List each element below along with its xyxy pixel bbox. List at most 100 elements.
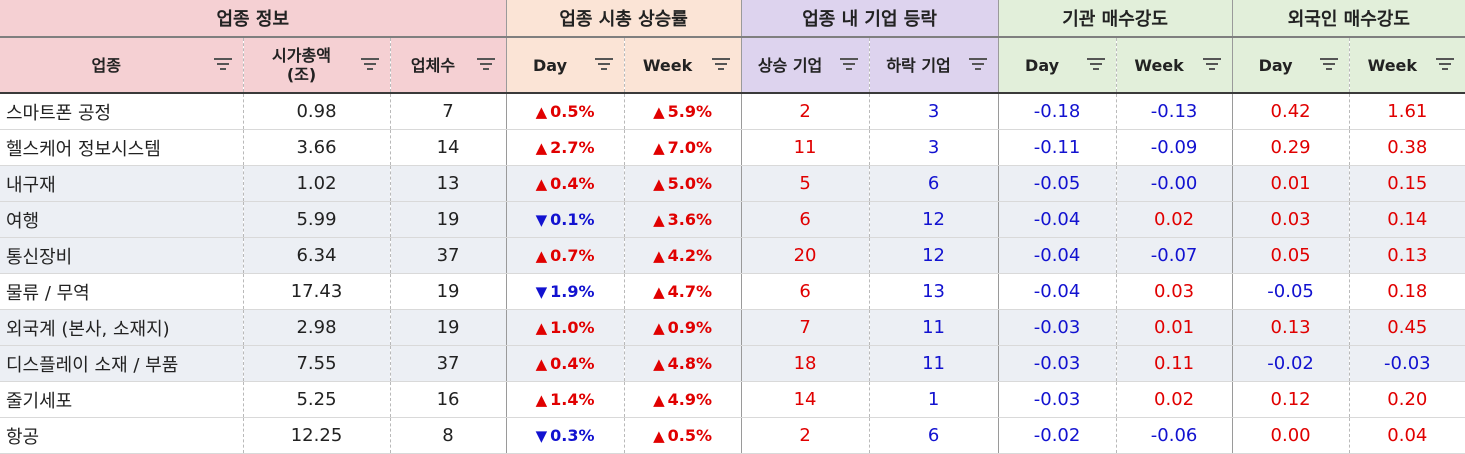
cap-day-cell: ▲ 1.4% (506, 381, 625, 418)
cap-week-cell-value: 7.0% (667, 138, 712, 157)
cap-week-cell: ▲ 3.6% (624, 201, 742, 238)
cap-week-cell: ▲ 5.0% (624, 165, 742, 202)
company-count-cell: 19 (390, 201, 507, 238)
cap-day-cell: ▲ 0.7% (506, 237, 625, 274)
inst-week-cell: 0.01 (1116, 309, 1233, 346)
cap-day-cell: ▲ 1.0% (506, 309, 625, 346)
inst-day-cell: -0.04 (998, 273, 1117, 310)
for-day-cell: -0.05 (1232, 273, 1350, 310)
falling-count-cell: 13 (869, 273, 999, 310)
cap-day-cell: ▲ 0.4% (506, 345, 625, 382)
filter-icon[interactable] (968, 58, 988, 72)
filter-icon[interactable] (839, 58, 859, 72)
col-rising: 상승 기업 (741, 37, 870, 94)
filter-icon[interactable] (1202, 58, 1222, 72)
for-week-cell: 0.14 (1349, 201, 1465, 238)
cap-day-cell-value: 1.9% (550, 282, 595, 301)
inst-week-cell: -0.00 (1116, 165, 1233, 202)
col-for-day-label: Day (1258, 55, 1293, 75)
table-row: 통신장비 6.34 37 ▲ 0.7% ▲ 4.2% 20 12 -0.04 -0.07 0.05 0.… (0, 237, 1465, 274)
cap-day-cell-value: 0.5% (550, 102, 595, 121)
cap-week-cell: ▲ 4.2% (624, 237, 742, 274)
triangle-up-icon: ▲ (535, 355, 548, 373)
triangle-up-icon: ▲ (535, 319, 548, 337)
triangle-up-icon: ▲ (535, 247, 548, 265)
falling-count-cell: 6 (869, 165, 999, 202)
col-inst-day: Day (998, 37, 1117, 94)
cap-week-cell-value: 4.8% (667, 354, 712, 373)
table-row: 줄기세포 5.25 16 ▲ 1.4% ▲ 4.9% 14 1 -0.03 0.02 0.12 0.20 (0, 381, 1465, 418)
for-week-cell: 0.20 (1349, 381, 1465, 418)
triangle-up-icon: ▲ (535, 175, 548, 193)
sector-name: 스마트폰 공정 (0, 93, 244, 130)
cap-week-cell-value: 4.2% (667, 246, 712, 265)
rising-count-cell: 18 (741, 345, 870, 382)
for-week-cell: 0.45 (1349, 309, 1465, 346)
rising-count-cell: 6 (741, 201, 870, 238)
inst-week-cell: -0.09 (1116, 129, 1233, 166)
filter-icon[interactable] (711, 58, 731, 72)
table-row: 물류 / 무역 17.43 19 ▼ 1.9% ▲ 4.7% 6 13 -0.04 0.03 -0.0… (0, 273, 1465, 310)
sector-name: 디스플레이 소재 / 부품 (0, 345, 244, 382)
inst-week-cell: 0.03 (1116, 273, 1233, 310)
filter-icon[interactable] (360, 58, 380, 72)
inst-week-cell: 0.02 (1116, 201, 1233, 238)
group-cap-change: 업종 시총 상승률 (506, 0, 742, 38)
inst-day-cell: -0.03 (998, 345, 1117, 382)
cap-week-cell-value: 0.5% (667, 426, 712, 445)
filter-icon[interactable] (1086, 58, 1106, 72)
for-week-cell: -0.03 (1349, 345, 1465, 382)
col-falling-label: 하락 기업 (886, 55, 951, 75)
col-inst-day-label: Day (1025, 55, 1060, 75)
company-count-cell: 19 (390, 309, 507, 346)
sector-name: 여행 (0, 201, 244, 238)
cap-week-cell-value: 5.9% (667, 102, 712, 121)
market-cap-cell: 12.25 (243, 417, 391, 454)
filter-icon[interactable] (1319, 58, 1339, 72)
sector-name: 내구재 (0, 165, 244, 202)
market-cap-cell: 0.98 (243, 93, 391, 130)
company-count-cell: 14 (390, 129, 507, 166)
falling-count-cell: 12 (869, 237, 999, 274)
falling-count-cell: 3 (869, 93, 999, 130)
cap-day-cell: ▲ 0.4% (506, 165, 625, 202)
market-cap-cell: 6.34 (243, 237, 391, 274)
falling-count-cell: 1 (869, 381, 999, 418)
inst-day-cell: -0.03 (998, 309, 1117, 346)
table-row: 디스플레이 소재 / 부품 7.55 37 ▲ 0.4% ▲ 4.8% 18 11 -0.03 0.… (0, 345, 1465, 382)
col-falling: 하락 기업 (869, 37, 999, 94)
group-rise-fall: 업종 내 기업 등락 (741, 0, 999, 38)
rising-count-cell: 6 (741, 273, 870, 310)
for-day-cell: 0.29 (1232, 129, 1350, 166)
rising-count-cell: 7 (741, 309, 870, 346)
filter-icon[interactable] (1435, 58, 1455, 72)
inst-week-cell: -0.13 (1116, 93, 1233, 130)
market-cap-cell: 17.43 (243, 273, 391, 310)
group-sector-info: 업종 정보 (0, 0, 507, 38)
col-inst-week: Week (1116, 37, 1233, 94)
rising-count-cell: 5 (741, 165, 870, 202)
company-count-cell: 37 (390, 237, 507, 274)
filter-icon[interactable] (213, 58, 233, 72)
triangle-down-icon: ▼ (535, 427, 548, 445)
triangle-up-icon: ▲ (653, 103, 665, 121)
market-cap-cell: 1.02 (243, 165, 391, 202)
inst-day-cell: -0.11 (998, 129, 1117, 166)
col-for-week-label: Week (1367, 55, 1418, 75)
cap-week-cell: ▲ 0.9% (624, 309, 742, 346)
cap-day-cell-value: 0.4% (550, 174, 595, 193)
col-sector-label: 업종 (91, 55, 121, 75)
cap-week-cell: ▲ 5.9% (624, 93, 742, 130)
for-day-cell: 0.13 (1232, 309, 1350, 346)
table-row: 여행 5.99 19 ▼ 0.1% ▲ 3.6% 6 12 -0.04 0.02 0.03 0.14 (0, 201, 1465, 238)
filter-icon[interactable] (594, 58, 614, 72)
triangle-up-icon: ▲ (653, 355, 665, 373)
cap-day-cell: ▼ 0.1% (506, 201, 625, 238)
filter-icon[interactable] (476, 58, 496, 72)
sector-name: 항공 (0, 417, 244, 454)
company-count-cell: 7 (390, 93, 507, 130)
market-cap-cell: 2.98 (243, 309, 391, 346)
table-row: 외국계 (본사, 소재지) 2.98 19 ▲ 1.0% ▲ 0.9% 7 11 -0.03 0.0… (0, 309, 1465, 346)
rising-count-cell: 2 (741, 93, 870, 130)
market-cap-cell: 7.55 (243, 345, 391, 382)
